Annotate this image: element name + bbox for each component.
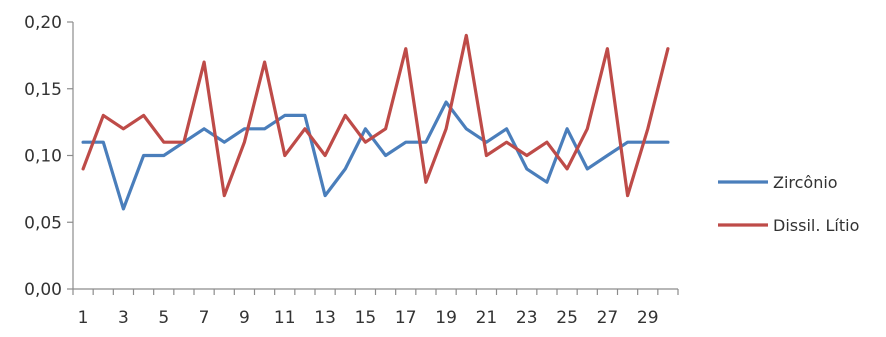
y-tick-label: 0,00 (24, 280, 62, 300)
x-tick-label: 15 (355, 308, 377, 328)
x-tick-label: 23 (516, 308, 538, 328)
x-tick-label: 7 (199, 308, 210, 328)
y-tick-label: 0,20 (24, 13, 62, 33)
x-tick-label: 29 (637, 308, 659, 328)
x-tick-label: 1 (78, 308, 89, 328)
x-tick-label: 13 (314, 308, 336, 328)
x-tick-label: 9 (239, 308, 250, 328)
x-tick-label: 11 (274, 308, 296, 328)
x-tick-label: 27 (597, 308, 619, 328)
x-tick-label: 5 (158, 308, 169, 328)
y-tick-label: 0,10 (24, 147, 62, 167)
series-lines (81, 33, 670, 211)
x-tick-label: 19 (435, 308, 457, 328)
y-tick-label: 0,15 (24, 80, 62, 100)
y-tick-label: 0,05 (24, 213, 62, 233)
x-tick-label: 3 (118, 308, 129, 328)
legend: Zircônio Dissil. Lítio (718, 173, 859, 235)
legend-label-0: Zircônio (773, 173, 838, 192)
x-tick-label: 21 (476, 308, 498, 328)
x-tick-label: 25 (556, 308, 578, 328)
legend-label-1: Dissil. Lítio (773, 216, 859, 235)
series-line-1 (81, 33, 670, 198)
series-line-0 (81, 100, 670, 211)
axes: 0,000,050,100,150,201 3 5 7 9 11 13 15 17 19 21 23 2… (24, 13, 679, 328)
x-tick-label: 17 (395, 308, 417, 328)
